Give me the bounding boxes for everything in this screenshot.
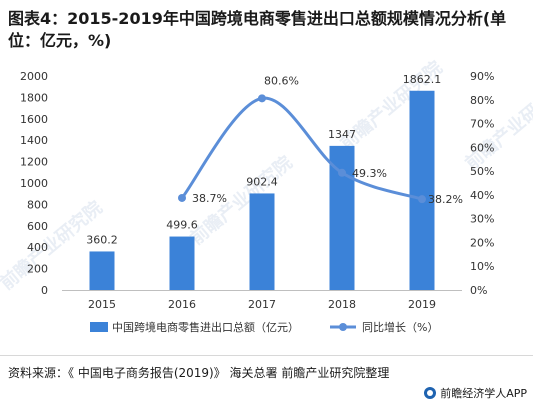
growth-value-label: 49.3%	[352, 167, 387, 180]
chart-title: 图表4：2015-2019年中国跨境电商零售进出口总额规模情况分析(单位：亿元，…	[8, 9, 507, 50]
legend-line-marker	[339, 323, 347, 331]
growth-point	[418, 195, 426, 204]
x-tick-label: 2019	[408, 298, 436, 311]
y-left-tick-label: 2000	[20, 70, 48, 83]
x-tick-label: 2018	[328, 298, 356, 311]
x-tick-label: 2016	[168, 298, 196, 311]
bar	[169, 236, 195, 290]
y-right-tick-label: 30%	[470, 213, 494, 226]
y-right-tick-label: 60%	[470, 141, 494, 154]
y-right-tick-label: 80%	[470, 94, 494, 107]
y-left-tick-label: 1200	[20, 156, 48, 169]
brand-logo-icon	[424, 387, 437, 399]
y-right-tick-label: 50%	[470, 165, 494, 178]
bar-value-label: 1347	[328, 128, 356, 141]
y-left-tick-label: 1600	[20, 113, 48, 126]
legend-bar-swatch	[90, 322, 108, 332]
y-left-tick-label: 1000	[20, 177, 48, 190]
brand-mark: 前瞻经济学人APP	[424, 385, 527, 401]
growth-value-label: 80.6%	[264, 74, 299, 87]
growth-value-label: 38.2%	[428, 193, 463, 206]
y-right-tick-label: 0%	[470, 284, 487, 297]
y-left-tick-label: 200	[27, 263, 48, 276]
y-right-tick-label: 10%	[470, 260, 494, 273]
legend-bar-label: 中国跨境电商零售进出口总额（亿元）	[112, 320, 299, 334]
y-left-tick-label: 400	[27, 241, 48, 254]
y-left-tick-label: 1800	[20, 91, 48, 104]
y-left-tick-label: 0	[41, 284, 48, 297]
y-right-tick-label: 70%	[470, 118, 494, 131]
growth-value-label: 38.7%	[192, 192, 227, 205]
bar-value-label: 360.2	[86, 233, 118, 246]
footer-divider	[0, 355, 533, 356]
y-right-tick-label: 40%	[470, 189, 494, 202]
legend-line-label: 同比增长（%）	[362, 320, 438, 334]
brand-label: 前瞻经济学人APP	[440, 387, 527, 400]
y-left-tick-label: 1400	[20, 134, 48, 147]
bar-value-label: 499.6	[166, 219, 198, 232]
source-note: 资料来源：《 中国电子商务报告(2019)》 海关总署 前瞻产业研究院整理	[8, 366, 390, 380]
y-left-tick-label: 800	[27, 198, 48, 211]
x-tick-label: 2017	[248, 298, 276, 311]
growth-point	[338, 168, 346, 177]
y-right-tick-label: 20%	[470, 236, 494, 249]
bar	[89, 251, 115, 290]
x-tick-label: 2015	[88, 298, 116, 311]
y-left-tick-label: 600	[27, 220, 48, 233]
bar	[249, 193, 275, 290]
bar	[409, 90, 435, 290]
growth-line	[180, 96, 423, 201]
y-right-tick-label: 90%	[470, 70, 494, 83]
bar-value-label: 902.4	[246, 175, 278, 188]
growth-point	[178, 193, 186, 202]
bar-value-label: 1862.1	[403, 73, 442, 86]
growth-point	[258, 94, 266, 103]
